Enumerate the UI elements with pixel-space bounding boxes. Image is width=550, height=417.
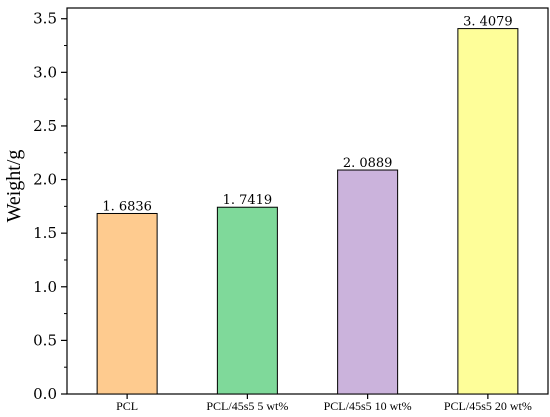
data-label-4: 3. 4079: [463, 15, 513, 30]
y-tick-label: 1.5: [33, 224, 57, 242]
bar-1: [96, 212, 158, 395]
y-tick-label: 1.0: [33, 278, 57, 296]
x-tick-label-4: PCL/45s5 20 wt%: [444, 399, 532, 413]
x-tick-label-3: PCL/45s5 10 wt%: [324, 399, 412, 413]
bar-4: [457, 28, 519, 395]
bar-3: [337, 169, 399, 395]
y-axis-title: Weight/g: [3, 150, 25, 223]
y-tick-label: 0.5: [33, 331, 57, 349]
y-tick-label: 2.0: [33, 171, 57, 189]
x-tick-label-1: PCL: [116, 399, 138, 413]
plot-frame: [66, 7, 549, 395]
y-tick-label: 2.5: [33, 117, 57, 135]
bar-2: [216, 206, 278, 395]
data-label-2: 1. 7419: [223, 193, 273, 208]
y-tick-label: 3.0: [33, 63, 57, 81]
data-label-3: 2. 0889: [343, 156, 393, 171]
y-tick-label: 3.5: [33, 10, 57, 28]
plot-area: 0.0 0.5 1.0 1.5 2.0 2.5 3.0 3.5 1. 6836 PCL 1. 741…: [33, 7, 549, 413]
x-tick-label-2: PCL/45s5 5 wt%: [206, 399, 288, 413]
data-label-1: 1. 6836: [102, 199, 152, 214]
y-tick-label: 0.0: [33, 385, 57, 403]
